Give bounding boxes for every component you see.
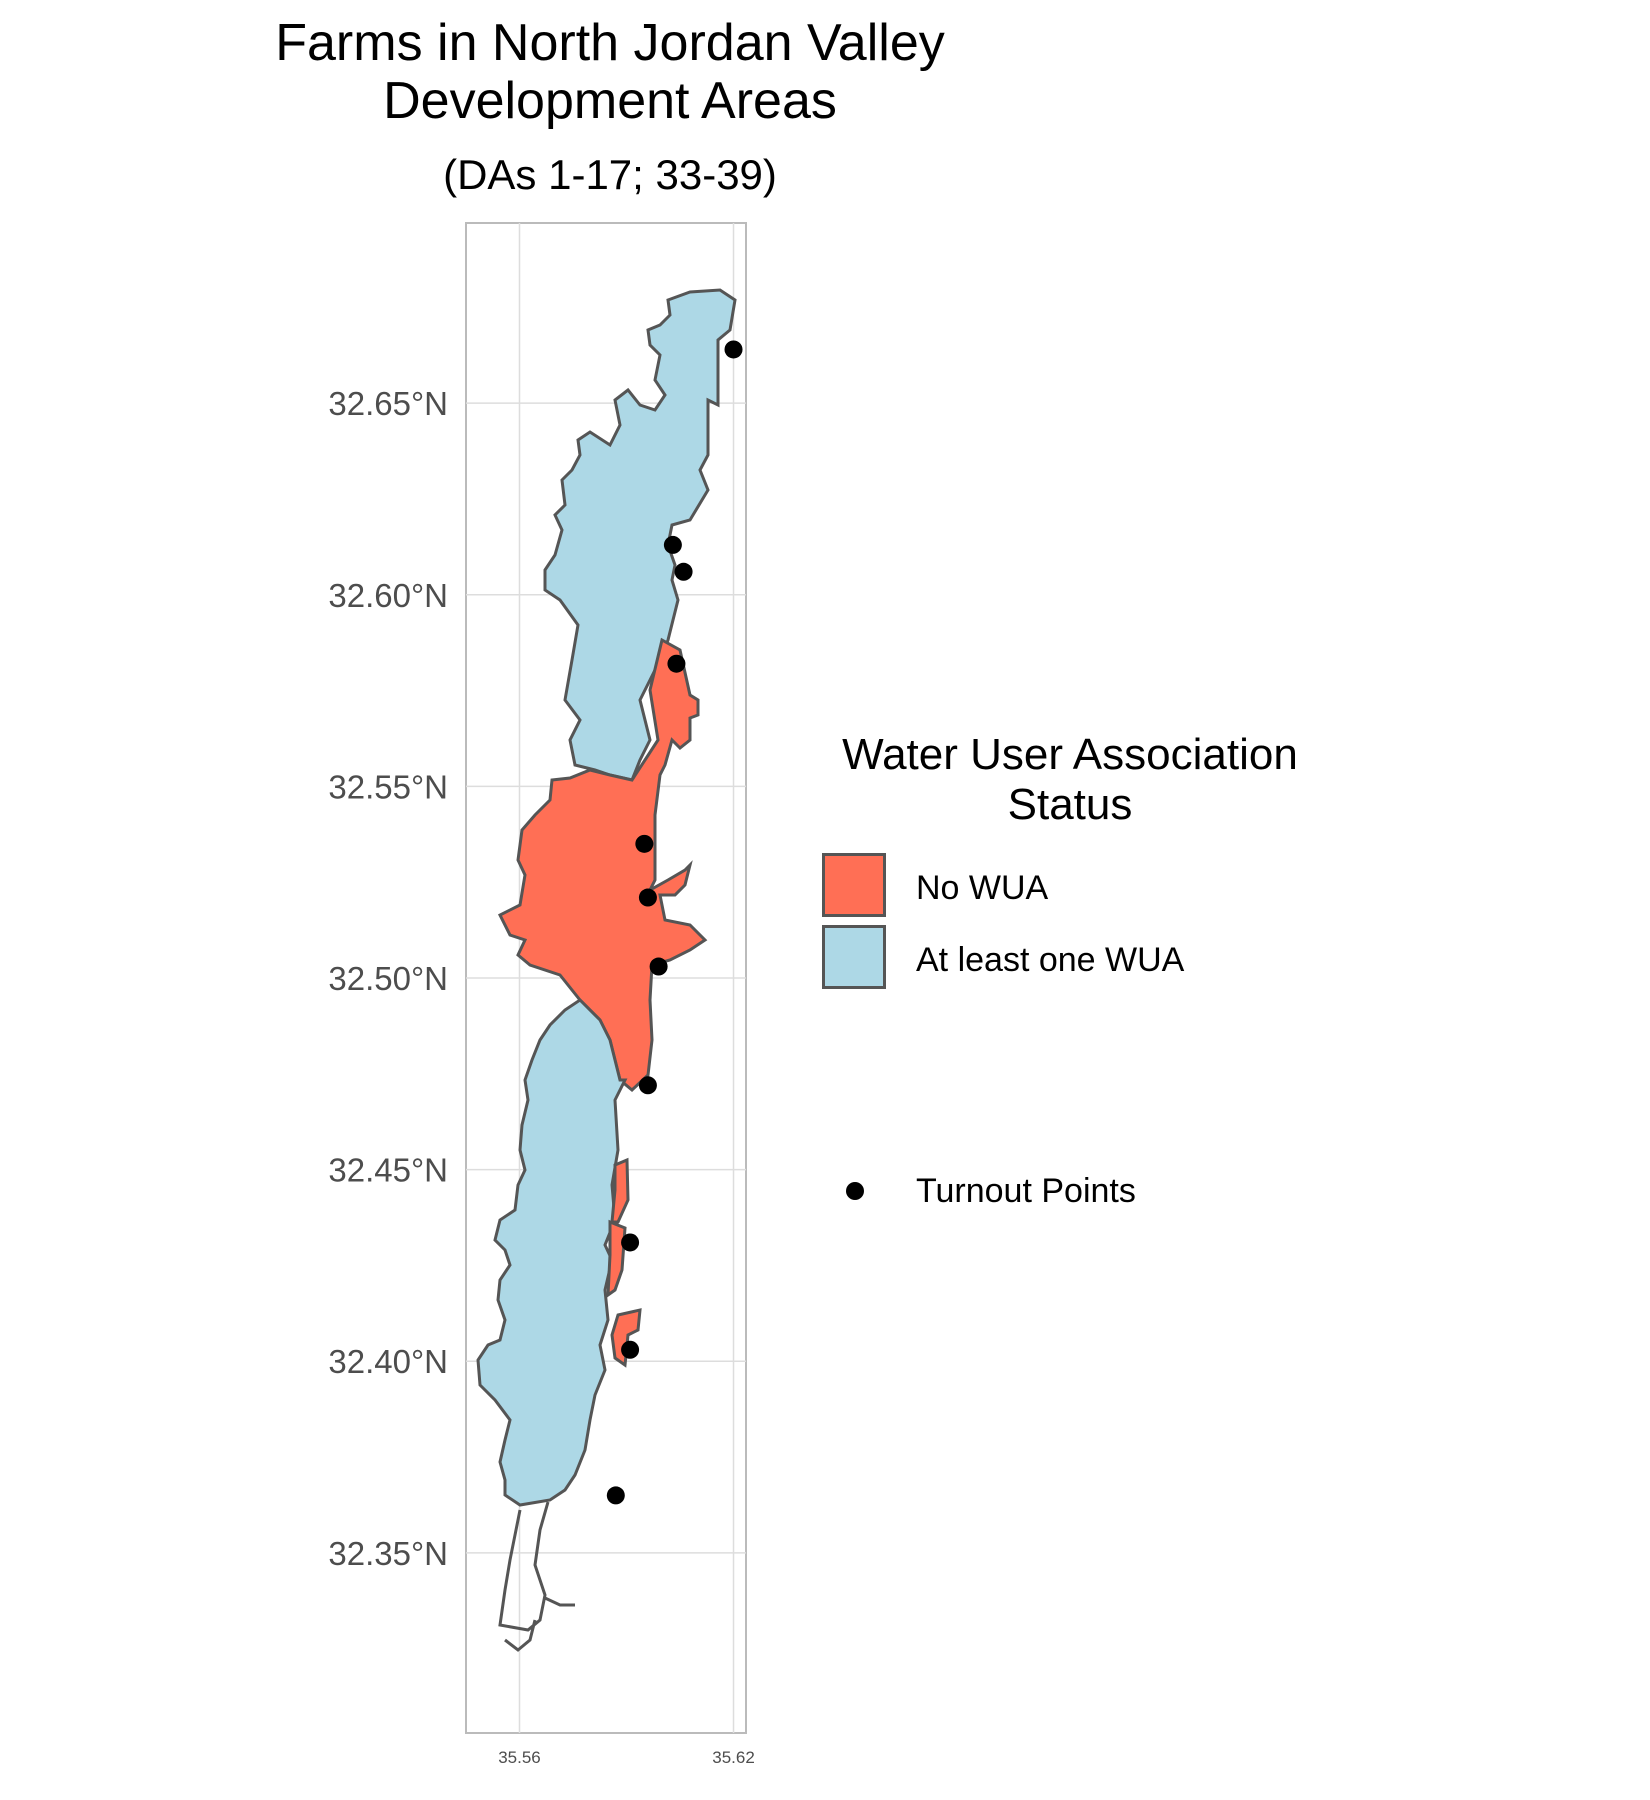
map-subtitle: (DAs 1-17; 33-39) (443, 151, 777, 198)
y-axis-tick-labels: 32.35°N 32.40°N 32.45°N 32.50°N 32.55°N 32.60… (328, 385, 448, 1572)
turnout-point-5 (635, 834, 654, 853)
y-tick-label: 32.45°N (328, 1152, 448, 1189)
legend-label-no-wua: No WUA (916, 869, 1049, 907)
legend-title-line1: Water User Association (842, 730, 1298, 779)
no-wua-region-center (497, 637, 708, 1093)
turnout-point-10 (621, 1340, 640, 1359)
y-tick-label: 32.50°N (328, 960, 448, 997)
legend-swatch-no-wua (822, 853, 886, 917)
turnout-points-layer (606, 340, 743, 1505)
turnout-point-4 (667, 654, 686, 673)
turnout-point-6 (638, 888, 657, 907)
legend-label-turnout-points: Turnout Points (916, 1172, 1136, 1210)
turnout-point-11 (606, 1486, 625, 1505)
x-tick-label: 35.62 (712, 1748, 755, 1767)
map-title-line1: Farms in North Jordan Valley (275, 14, 945, 72)
turnout-point-8 (638, 1076, 657, 1095)
turnout-point-7 (649, 957, 668, 976)
turnout-point-1 (724, 340, 743, 359)
y-tick-label: 32.35°N (328, 1535, 448, 1572)
y-tick-label: 32.60°N (328, 577, 448, 614)
x-axis-tick-labels: 35.56 35.62 (498, 1748, 755, 1767)
y-tick-label: 32.40°N (328, 1343, 448, 1380)
legend-label-wua: At least one WUA (916, 941, 1185, 979)
y-tick-label: 32.65°N (328, 385, 448, 422)
turnout-point-9 (621, 1233, 640, 1252)
legend-marker-turnout-point (846, 1182, 864, 1200)
y-tick-label: 32.55°N (328, 768, 448, 805)
legend-title-line2: Status (1007, 780, 1133, 829)
no-wua-patch-1 (610, 1157, 630, 1224)
river-boundary-outline (498, 1501, 575, 1652)
turnout-point-2 (663, 535, 682, 554)
no-wua-patch-2 (606, 1219, 627, 1299)
wua-region-north (543, 288, 737, 782)
x-tick-label: 35.56 (498, 1748, 541, 1767)
map-title-line2: Development Areas (383, 72, 837, 130)
legend-swatch-wua (822, 925, 886, 989)
turnout-point-3 (674, 562, 693, 581)
